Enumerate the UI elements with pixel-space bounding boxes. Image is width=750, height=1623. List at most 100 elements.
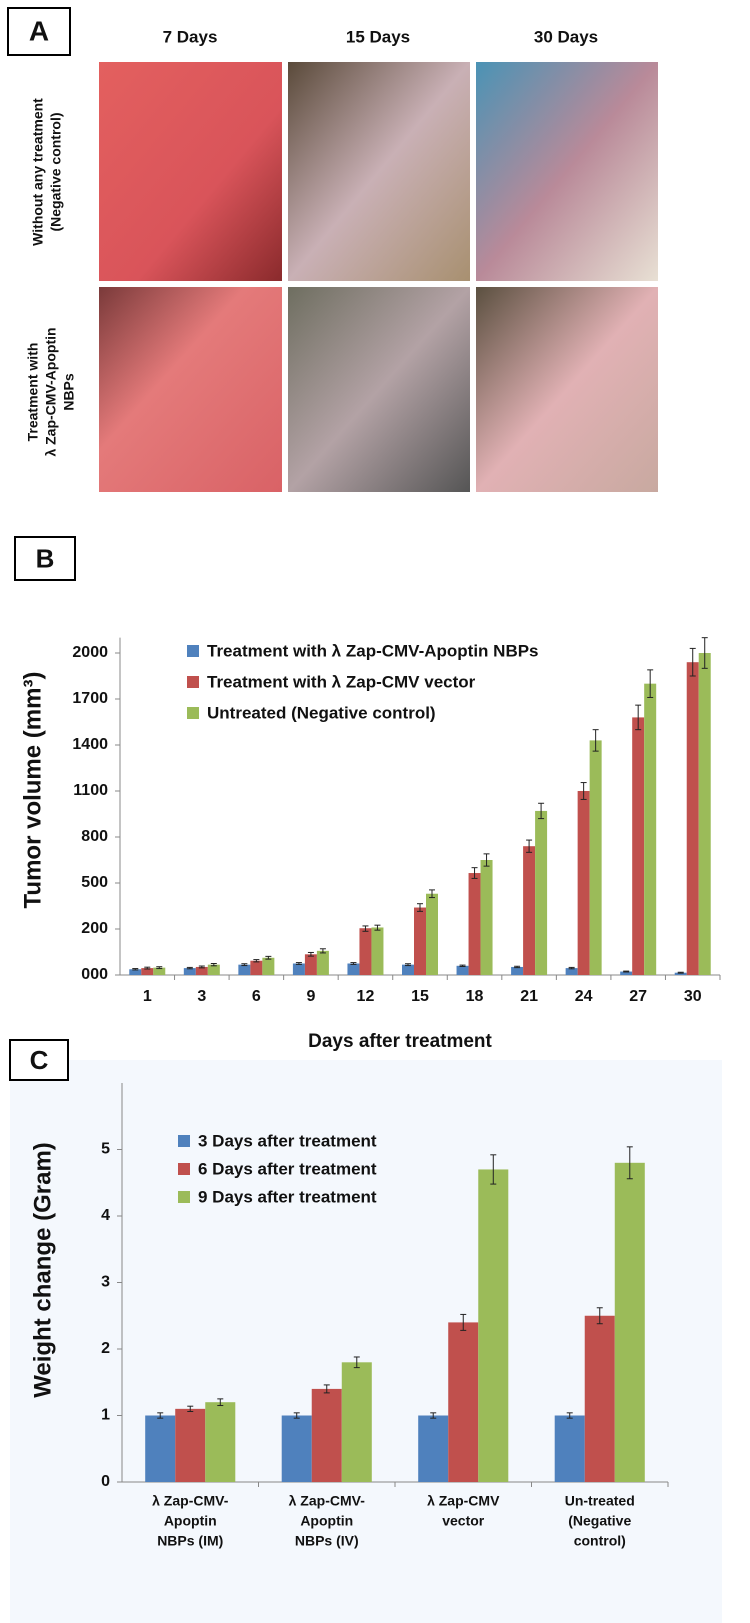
photo [476, 287, 658, 492]
error-bar [429, 889, 435, 899]
bar [414, 907, 426, 975]
error-bar [319, 948, 326, 954]
y-tick-label: 500 [81, 874, 108, 891]
legend-swatch [187, 645, 199, 657]
bar [456, 965, 469, 975]
x-tick-label: λ Zap-CMV- [289, 1493, 366, 1509]
chart: B 000 200 500 800 1100 1400 1700 2000 1 3 6 9 12 15 18 2… [14, 536, 721, 1052]
legend-label: Untreated (Negative control) [207, 703, 436, 722]
bar [347, 963, 360, 975]
photo [99, 287, 282, 492]
y-tick-label: 3 [101, 1274, 110, 1291]
row-label-line: (Negative control) [48, 112, 64, 231]
error-bar [701, 637, 708, 669]
bar [371, 927, 384, 975]
row-label: Treatment with λ Zap-CMV-Apoptin NBPs [25, 327, 77, 456]
error-bar [217, 1398, 224, 1407]
error-bar [156, 966, 163, 970]
x-tick-label: λ Zap-CMV- [152, 1493, 229, 1509]
x-tick-label: Apoptin [164, 1513, 217, 1529]
bar [129, 969, 142, 975]
error-bar [405, 963, 411, 967]
error-bar [514, 965, 521, 969]
error-bar [198, 965, 205, 969]
y-axis-label: Tumor volume (mm³) [19, 672, 46, 909]
error-bar [568, 966, 575, 970]
panel-label-box [14, 536, 76, 581]
x-tick-label: 21 [520, 988, 538, 1005]
error-bar [526, 839, 533, 853]
photo [288, 62, 470, 281]
x-tick-label: vector [442, 1513, 485, 1529]
row-label-line: NBPs [61, 373, 77, 411]
bar [589, 740, 602, 975]
error-bar [374, 924, 381, 931]
legend-swatch [178, 1163, 190, 1175]
error-bar [307, 951, 314, 957]
bar [311, 1388, 342, 1482]
error-bar [350, 962, 357, 965]
y-tick-label: 4 [101, 1207, 110, 1224]
y-tick-label: 5 [101, 1141, 110, 1158]
error-bar [459, 964, 466, 967]
bar [207, 964, 220, 975]
error-bar [592, 729, 599, 752]
x-tick-label: Apoptin [300, 1513, 353, 1529]
bar [238, 964, 251, 975]
error-bar [187, 1405, 194, 1413]
y-tick-label: 1100 [73, 782, 108, 799]
x-tick-label: 3 [197, 988, 206, 1005]
error-bar [647, 669, 654, 698]
legend-swatch [178, 1135, 190, 1147]
bar [614, 1162, 645, 1482]
x-tick-label: NBPs (IM) [157, 1533, 223, 1549]
error-bar [323, 1384, 330, 1394]
error-bar [132, 968, 139, 971]
error-bar [677, 971, 684, 974]
bar [153, 967, 166, 975]
bar [304, 954, 317, 975]
error-bar [362, 925, 369, 932]
legend-label: Treatment with λ Zap-CMV vector [207, 672, 476, 691]
y-tick-label: 1400 [72, 736, 108, 753]
bar [426, 893, 438, 975]
panel-a: A 7 Days 15 Days 30 Days Without any tre… [7, 7, 658, 492]
x-tick-label: 6 [252, 988, 261, 1005]
error-bar [186, 966, 193, 970]
bar [577, 791, 590, 975]
x-axis-label: Days after treatment [308, 1031, 492, 1052]
bar [523, 846, 536, 975]
column-header: 7 Days [163, 27, 218, 46]
bar [262, 957, 275, 975]
x-tick-label: 1 [143, 988, 152, 1005]
bar [480, 860, 493, 975]
column-header: 30 Days [534, 27, 598, 46]
y-axis-label: Weight change (Gram) [29, 1142, 56, 1398]
error-bar [293, 1412, 300, 1419]
chart: C 0 1 2 3 4 5 λ Zap-CMV- Apoptin NBPs (IM) λ Zap-C… [9, 1039, 722, 1623]
error-bar [265, 955, 272, 960]
panel-label-box [9, 1039, 69, 1081]
legend-swatch [178, 1191, 190, 1203]
panel-label: A [29, 15, 49, 46]
bar [511, 966, 524, 975]
row-label-line: Treatment with [25, 343, 41, 442]
error-bar [635, 704, 642, 731]
error-bar [689, 647, 696, 677]
error-bar [210, 963, 217, 967]
error-bar [596, 1307, 603, 1325]
bar [448, 1322, 479, 1482]
x-tick-label: 9 [306, 988, 315, 1005]
bar [141, 968, 154, 975]
error-bar [623, 970, 630, 973]
error-bar [430, 1412, 437, 1419]
x-tick-label: 27 [629, 988, 647, 1005]
panel-label: C [30, 1045, 49, 1075]
bar [316, 950, 329, 975]
y-tick-label: 1 [101, 1407, 110, 1424]
bar [145, 1415, 176, 1482]
bar [478, 1169, 509, 1482]
photo [476, 62, 658, 281]
legend-label: 3 Days after treatment [198, 1131, 377, 1150]
